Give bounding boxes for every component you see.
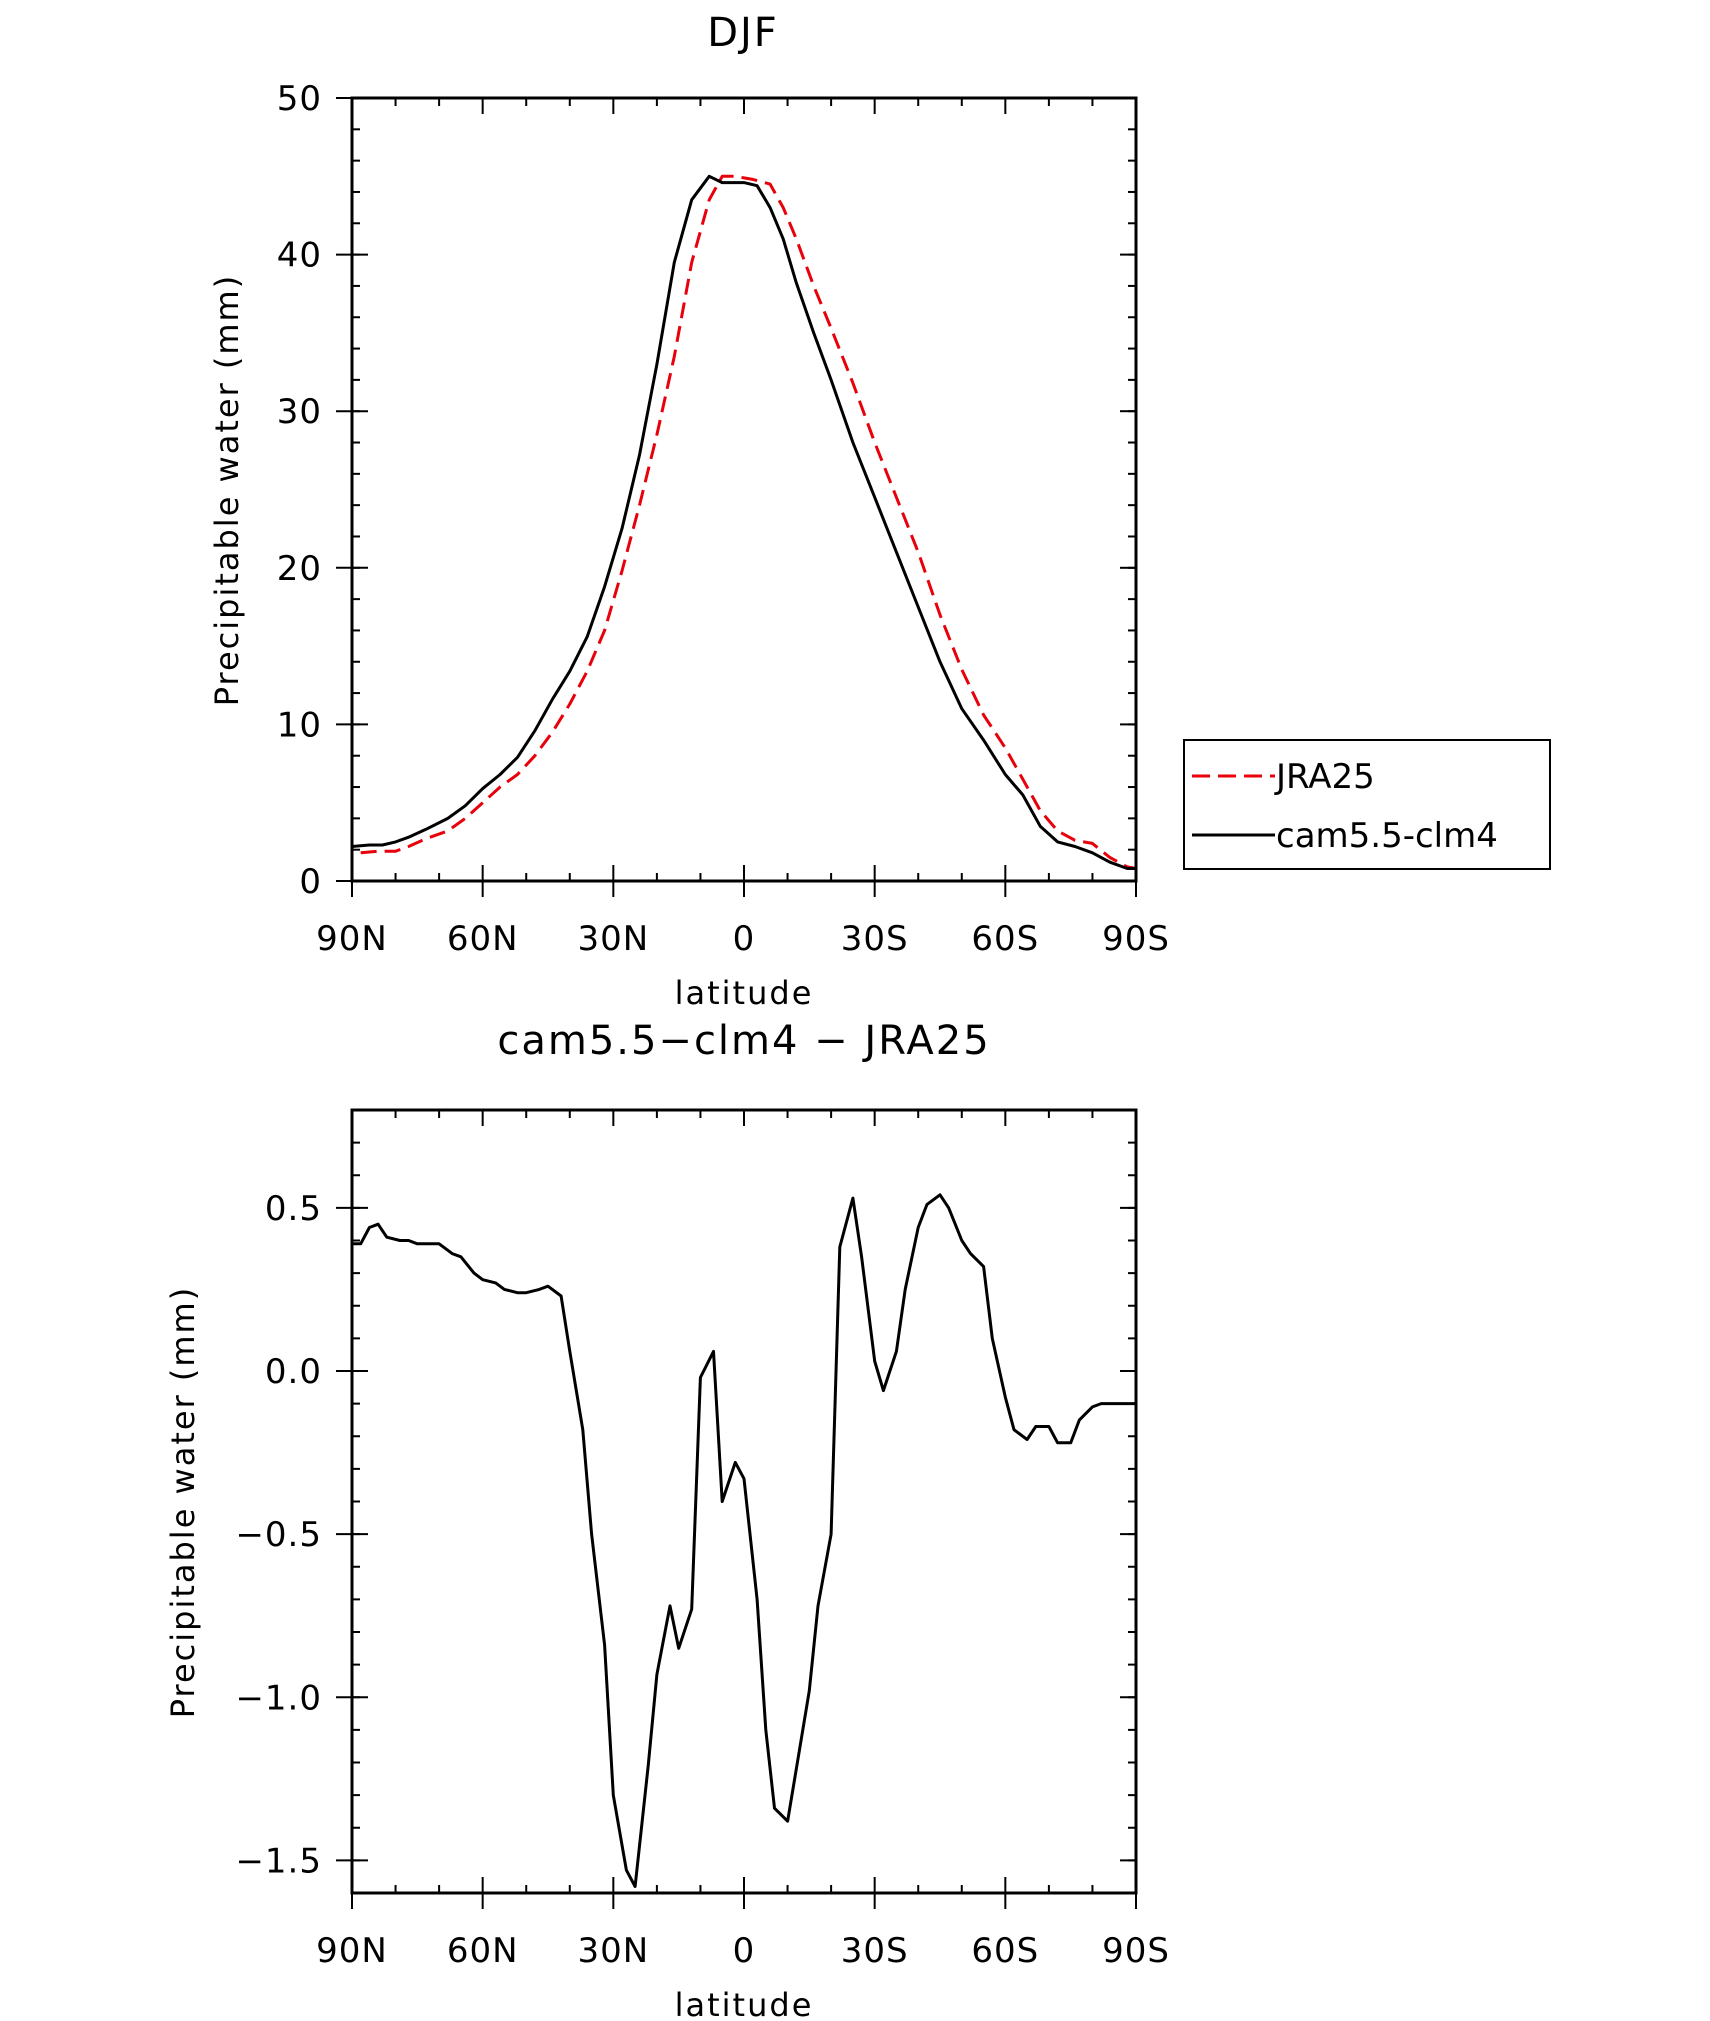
x-tick-label: 90N <box>316 919 388 959</box>
y-tick-labels: 0.5 0.0 −0.5 −1.0 −1.5 <box>235 1189 322 1882</box>
series-line-cam5-5-clm4 <box>351 174 1136 870</box>
x-tick-label: 30S <box>841 1931 909 1971</box>
x-tick-labels: 90N 60N 30N 0 30S 60S 90S <box>316 1931 1170 1971</box>
x-tick-label: 90N <box>316 1931 388 1971</box>
legend-box <box>1183 739 1551 870</box>
x-tick-label: 0 <box>733 919 756 959</box>
x-tick-label: 90S <box>1102 1931 1170 1971</box>
axis-ticks <box>336 1109 1137 1909</box>
y-tick-label: −1.5 <box>235 1841 322 1881</box>
difference-panel: cam5.5−clm4 − JRA25 0.5 0.0 −0.5 −1.0 −1.5 9… <box>164 1018 1170 2021</box>
plot-frame <box>350 96 1138 883</box>
y-tick-label: 0.5 <box>265 1189 322 1229</box>
series-group <box>351 174 1137 870</box>
x-tick-label: 0 <box>733 1931 756 1971</box>
y-tick-label: 0.0 <box>265 1352 322 1392</box>
y-tick-label: 50 <box>277 79 322 119</box>
x-tick-label: 60N <box>447 919 519 959</box>
series-line-difference <box>352 1193 1136 1888</box>
series-group <box>352 1193 1136 1888</box>
plot-frame <box>350 1108 1138 1895</box>
y-axis-label: Precipitable water (mm) <box>208 274 246 706</box>
x-tick-label: 60S <box>971 919 1039 959</box>
x-tick-label: 30S <box>841 919 909 959</box>
y-tick-label: 20 <box>277 549 322 589</box>
y-tick-labels: 0 10 20 30 40 50 <box>277 79 322 902</box>
y-tick-label: 30 <box>277 392 322 432</box>
y-tick-label: 40 <box>277 236 322 276</box>
djf-panel: DJF 0 10 20 30 40 50 90N 60N 30N 0 30S 60S 90S lati… <box>208 10 1551 1012</box>
y-tick-label: −1.0 <box>235 1678 322 1718</box>
y-tick-label: 0 <box>299 862 322 902</box>
x-tick-label: 60S <box>971 1931 1039 1971</box>
axis-ticks <box>336 97 1137 897</box>
x-tick-label: 30N <box>577 919 649 959</box>
legend-label-jra25: JRA25 <box>1274 757 1375 797</box>
legend-label-cam: cam5.5-clm4 <box>1276 816 1498 856</box>
x-tick-labels: 90N 60N 30N 0 30S 60S 90S <box>316 919 1170 959</box>
y-axis-label: Precipitable water (mm) <box>164 1286 202 1718</box>
series-line-jra25 <box>360 174 1137 870</box>
chart-title: DJF <box>707 10 779 56</box>
x-axis-label: latitude <box>675 974 814 1012</box>
y-tick-label: 10 <box>277 705 322 745</box>
x-tick-label: 60N <box>447 1931 519 1971</box>
chart-title: cam5.5−clm4 − JRA25 <box>497 1018 990 1064</box>
x-tick-label: 90S <box>1102 919 1170 959</box>
legend: JRA25 cam5.5-clm4 <box>1183 739 1551 870</box>
y-tick-label: −0.5 <box>235 1515 322 1555</box>
x-axis-label: latitude <box>675 1986 814 2021</box>
x-tick-label: 30N <box>577 1931 649 1971</box>
